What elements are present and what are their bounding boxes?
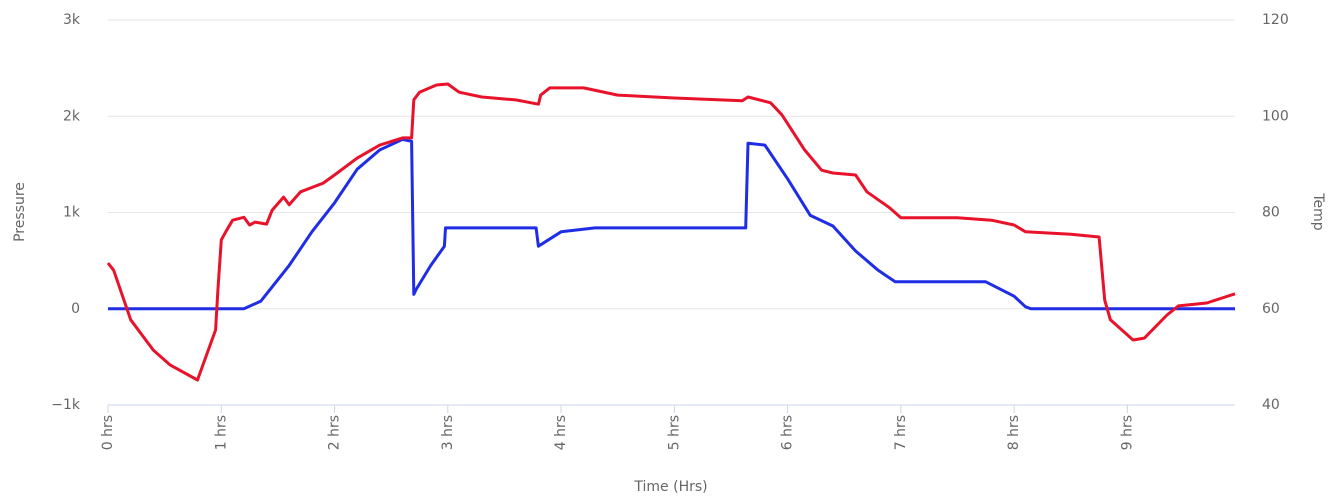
x-tick-label: 7 hrs	[893, 415, 909, 450]
y-tick-label: 1k	[63, 205, 81, 221]
x-tick-label: 3 hrs	[440, 415, 456, 450]
x-tick-label: 6 hrs	[780, 415, 796, 450]
y2-tick-label: 60	[1262, 301, 1280, 317]
y2-axis-title: Temp	[1310, 192, 1326, 230]
line-series	[108, 137, 1235, 311]
y-tick-label: 2k	[63, 108, 81, 124]
y-axis-title: Pressure	[12, 182, 28, 242]
x-tick-label: 8 hrs	[1006, 415, 1022, 450]
y-tick-label: 3k	[63, 12, 81, 28]
x-tick-label: 5 hrs	[666, 415, 682, 450]
y2-tick-label: 120	[1262, 12, 1289, 28]
x-axis-title: Time (Hrs)	[633, 479, 707, 495]
line-series	[106, 82, 1236, 382]
x-tick-label: 0 hrs	[100, 415, 116, 450]
y2-tick-label: 100	[1262, 108, 1289, 124]
y-tick-label: 0	[71, 301, 80, 317]
x-tick-label: 9 hrs	[1119, 415, 1135, 450]
y2-tick-label: 80	[1262, 205, 1280, 221]
y2-tick-label: 40	[1262, 397, 1280, 413]
x-tick-label: 2 hrs	[327, 415, 343, 450]
x-tick-label: 4 hrs	[553, 415, 569, 450]
x-tick-label: 1 hrs	[213, 415, 229, 450]
y-tick-label: −1k	[51, 397, 81, 413]
